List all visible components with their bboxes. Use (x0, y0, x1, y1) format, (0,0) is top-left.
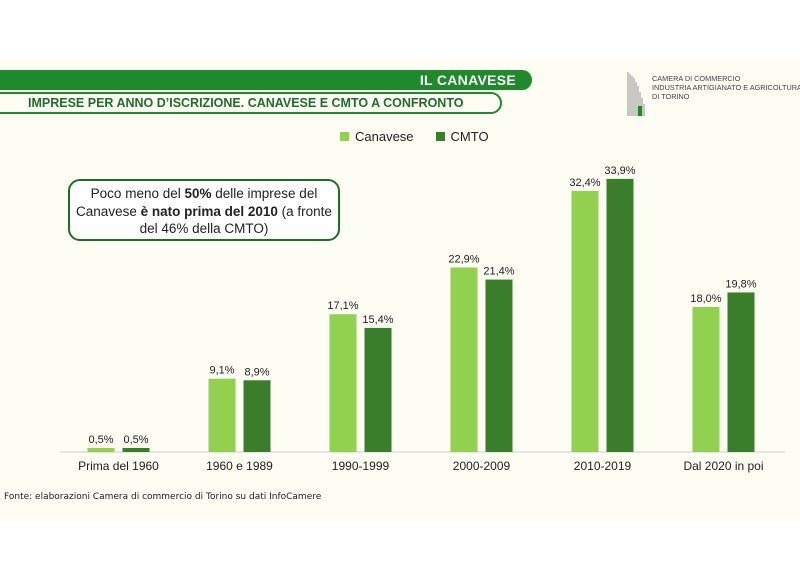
data-label: 19,8% (725, 278, 756, 290)
bar (692, 306, 720, 452)
callout-bold: è nato prima del 2010 (140, 203, 278, 219)
bar (450, 267, 478, 452)
legend-swatch-cmto (435, 132, 445, 141)
data-label: 32,4% (569, 177, 600, 189)
slide-background (0, 58, 800, 520)
x-tick-label: Prima del 1960 (78, 459, 159, 473)
bar (243, 380, 271, 452)
bar (485, 279, 513, 452)
bar (606, 178, 634, 452)
chart-subtitle: IMPRESE PER ANNO D’ISCRIZIONE. CANAVESE … (28, 96, 464, 110)
logo-emblem-icon (627, 72, 645, 116)
data-label: 17,1% (327, 300, 358, 312)
section-title: IL CANAVESE (419, 72, 516, 88)
legend-label-canavese: Canavese (355, 129, 414, 144)
section-title-bar: IL CANAVESE (0, 70, 532, 90)
data-label: 0,5% (88, 434, 113, 446)
callout-text: (a fronte del 46% della CMTO) (139, 203, 332, 237)
bar (329, 314, 357, 452)
data-label: 15,4% (362, 314, 393, 326)
subtitle-box: IMPRESE PER ANNO D’ISCRIZIONE. CANAVESE … (0, 92, 502, 114)
bar (571, 190, 599, 452)
data-label: 9,1% (209, 365, 234, 377)
chart-legend: Canavese CMTO (340, 129, 489, 144)
logo-line: CAMERA DI COMMERCIO (652, 74, 741, 83)
legend-item-canavese: Canavese (340, 129, 414, 144)
data-label: 8,9% (244, 366, 269, 378)
x-tick-label: 2010-2019 (574, 459, 632, 473)
x-tick-label: 2000-2009 (453, 459, 511, 473)
x-tick-label: 1960 e 1989 (206, 459, 273, 473)
data-label: 21,4% (483, 266, 514, 278)
bar (364, 327, 392, 452)
x-tick-label: 1990-1999 (332, 459, 390, 473)
bar (208, 378, 236, 452)
data-label: 22,9% (448, 253, 479, 265)
data-label: 0,5% (123, 434, 148, 446)
legend-swatch-canavese (340, 132, 349, 141)
data-label: 33,9% (604, 165, 635, 177)
logo-line: INDUSTRIA ARTIGIANATO E AGRICOLTURA (652, 83, 800, 93)
chamber-logo: CAMERA DI COMMERCIO INDUSTRIA ARTIGIANAT… (626, 70, 800, 120)
logo-line: DI TORINO (652, 92, 690, 102)
logo-text: CAMERA DI COMMERCIO INDUSTRIA ARTIGIANAT… (652, 74, 800, 102)
data-label: 18,0% (690, 293, 721, 305)
legend-item-cmto: CMTO (435, 129, 489, 144)
x-tick-label: Dal 2020 in poi (683, 459, 763, 473)
callout-text: delle imprese del Canavese (76, 186, 318, 219)
callout-bold: 50% (184, 186, 212, 201)
legend-label-cmto: CMTO (450, 129, 489, 144)
bar (87, 447, 115, 452)
callout-text: Poco meno del (90, 186, 185, 201)
source-note: Fonte: elaborazioni Camera di commercio … (4, 492, 322, 502)
bar (727, 292, 755, 452)
bar (122, 447, 150, 452)
callout-box: Poco meno del 50% delle imprese del Cana… (68, 179, 340, 241)
